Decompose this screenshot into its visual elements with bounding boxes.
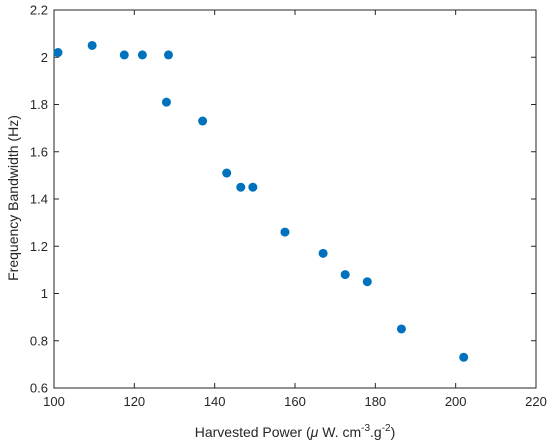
data-point	[161, 97, 171, 107]
data-point	[318, 248, 328, 258]
x-axis-label-main: Harvested Power (	[195, 424, 311, 440]
y-tick-label: 1.6	[30, 144, 48, 159]
x-axis-label-exp1: -3	[361, 423, 370, 434]
data-points	[53, 40, 469, 362]
data-point	[396, 324, 406, 334]
data-point	[222, 168, 232, 178]
x-axis-label-mu: μ	[310, 424, 319, 440]
axes: 100 120 140 160 180 200 220 0.6 0.8 1 1.2 1.4 1.6 1.8…	[30, 3, 547, 410]
x-tick-label: 160	[284, 394, 306, 409]
x-axis-label-unit2: .g	[370, 424, 382, 440]
data-point	[340, 270, 350, 280]
data-point	[137, 50, 147, 60]
x-axis-label-exp2: -2	[382, 423, 391, 434]
data-point	[236, 182, 246, 192]
y-tick-label: 0.8	[30, 333, 48, 348]
x-tick-label: 100	[43, 394, 65, 409]
y-axis-label: Frequency Bandwidth (Hz)	[5, 115, 21, 281]
y-tick-label: 2.2	[30, 3, 48, 18]
data-point	[163, 50, 173, 60]
data-point	[87, 40, 97, 50]
data-point	[198, 116, 208, 126]
x-tick-label: 180	[364, 394, 386, 409]
y-tick-label: 1.8	[30, 97, 48, 112]
data-point	[119, 50, 129, 60]
x-tick-label: 200	[445, 394, 467, 409]
y-tick-label: 1.4	[30, 192, 48, 207]
data-point	[362, 277, 372, 287]
x-tick-label: 140	[204, 394, 226, 409]
y-tick-label: 1.2	[30, 239, 48, 254]
data-point	[459, 352, 469, 362]
data-point	[53, 48, 63, 58]
x-axis-label-unit1: W. cm	[318, 424, 361, 440]
x-axis-label: Harvested Power (μ W. cm-3.g-2)	[195, 423, 396, 440]
y-tick-label: 1	[41, 286, 48, 301]
x-tick-label: 120	[123, 394, 145, 409]
data-point	[248, 182, 258, 192]
x-tick-label: 220	[525, 394, 547, 409]
y-tick-label: 2	[41, 50, 48, 65]
x-axis-label-close: )	[391, 424, 396, 440]
y-tick-label: 0.6	[30, 381, 48, 396]
data-point	[280, 227, 290, 237]
